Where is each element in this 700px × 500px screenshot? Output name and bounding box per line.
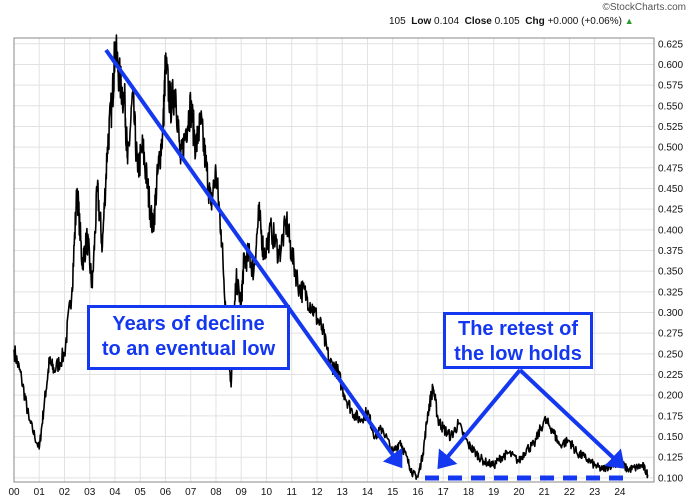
x-tick-label: 20	[513, 487, 525, 498]
x-tick-label: 14	[362, 487, 374, 498]
y-tick-label: 0.250	[658, 349, 683, 360]
annotation-decline-box: Years of decline to an eventual low	[87, 305, 290, 370]
decline-arrow	[104, 48, 403, 469]
y-tick-label: 0.600	[658, 60, 683, 71]
y-tick-label: 0.100	[658, 473, 683, 484]
y-tick-label: 0.525	[658, 122, 683, 133]
x-tick-label: 05	[135, 487, 147, 498]
quote-last-fragment: 105	[389, 16, 406, 27]
annotation-line: the low holds	[454, 343, 582, 365]
quote-strip: 105 Low 0.104 Close 0.105 Chg +0.000 (+0…	[389, 16, 634, 27]
x-tick-label: 11	[287, 487, 298, 498]
x-tick-label: 08	[210, 487, 222, 498]
y-tick-label: 0.125	[658, 453, 683, 464]
y-tick-label: 0.200	[658, 391, 683, 402]
chg-value: +0.000 (+0.06%)	[547, 16, 622, 27]
close-value: 0.105	[494, 16, 520, 27]
chg-label: Chg	[525, 16, 545, 27]
y-tick-label: 0.550	[658, 101, 683, 112]
low-value: 0.104	[434, 16, 460, 27]
x-axis: 00 01 02 03 04 05 06 07 08 09 10 11 12 13 14 15 16 17 18 19…	[8, 487, 625, 498]
x-tick-label: 00	[8, 487, 20, 498]
y-tick-label: 0.425	[658, 205, 683, 216]
y-tick-label: 0.350	[658, 267, 683, 278]
x-tick-label: 09	[236, 487, 248, 498]
copyright-icon: ©	[602, 2, 610, 13]
x-tick-label: 15	[387, 487, 399, 498]
retest-arrow-left	[437, 368, 522, 470]
price-line-group	[13, 34, 649, 480]
annotation-arrows	[104, 48, 630, 481]
y-tick-label: 0.625	[658, 39, 683, 50]
x-tick-label: 18	[463, 487, 475, 498]
brand-text: StockCharts.com	[609, 2, 686, 13]
x-tick-label: 13	[337, 487, 349, 498]
retest-arrow-right	[518, 368, 625, 469]
y-tick-label: 0.150	[658, 432, 683, 443]
y-tick-label: 0.325	[658, 287, 683, 298]
plot-frame	[13, 37, 655, 483]
x-tick-label: 06	[160, 487, 172, 498]
y-tick-label: 0.225	[658, 370, 683, 381]
annotation-line: Years of decline	[112, 313, 265, 335]
y-tick-label: 0.400	[658, 225, 683, 236]
y-tick-label: 0.575	[658, 81, 683, 92]
y-tick-label: 0.475	[658, 163, 683, 174]
y-tick-label: 0.450	[658, 184, 683, 195]
x-tick-label: 07	[185, 487, 197, 498]
y-tick-label: 0.275	[658, 329, 683, 340]
y-tick-label: 0.175	[658, 411, 683, 422]
x-tick-label: 24	[614, 487, 626, 498]
annotation-retest-box: The retest of the low holds	[443, 312, 593, 369]
close-label: Close	[464, 16, 492, 27]
y-tick-label: 0.375	[658, 246, 683, 257]
x-tick-label: 23	[589, 487, 601, 498]
up-triangle-icon: ▲	[624, 16, 634, 26]
x-tick-label: 22	[564, 487, 576, 498]
annotation-line: to an eventual low	[101, 338, 276, 360]
y-axis: 0.100 0.125 0.150 0.175 0.200 0.225 0.250 0.275…	[658, 39, 683, 484]
y-tick-label: 0.300	[658, 308, 683, 319]
brand-logo: ©StockCharts.com	[602, 2, 686, 13]
x-tick-label: 16	[412, 487, 424, 498]
x-tick-label: 02	[59, 487, 71, 498]
x-tick-label: 19	[488, 487, 500, 498]
x-tick-label: 21	[539, 487, 551, 498]
x-tick-label: 03	[84, 487, 96, 498]
low-label: Low	[411, 16, 432, 27]
annotation-line: The retest of	[457, 318, 579, 340]
x-tick-label: 10	[261, 487, 273, 498]
x-tick-label: 01	[34, 487, 46, 498]
y-tick-label: 0.500	[658, 143, 683, 154]
price-series-line	[13, 34, 649, 480]
x-tick-label: 04	[109, 487, 121, 498]
x-tick-label: 12	[311, 487, 323, 498]
x-tick-label: 17	[438, 487, 450, 498]
